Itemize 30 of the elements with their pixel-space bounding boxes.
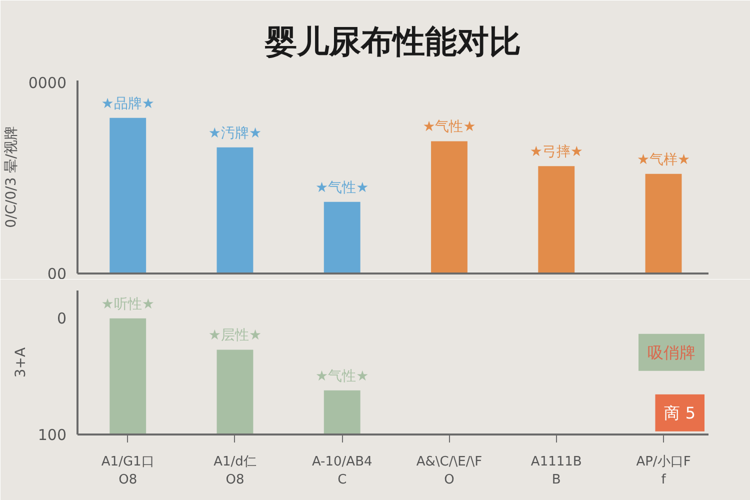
annotation: ★弓摔★ bbox=[530, 144, 583, 160]
y-axis-title: 0/C/0/3 晕/视牌 bbox=[3, 126, 20, 228]
text: 0 bbox=[56, 309, 67, 328]
x-tick-label: A1/d仁 O8 bbox=[214, 454, 256, 488]
annotation: ★汚牌★ bbox=[208, 125, 262, 142]
bar bbox=[324, 202, 360, 274]
bar bbox=[216, 147, 254, 274]
chart-title: 婴儿尿布性能对比 bbox=[264, 22, 521, 60]
annotation: ★品牌★ bbox=[101, 96, 154, 112]
x-tick-label: AP/小口F f bbox=[636, 454, 691, 488]
annotation: ★气性★ bbox=[316, 180, 369, 196]
bar bbox=[110, 118, 146, 274]
text: 100 bbox=[38, 426, 67, 444]
bar bbox=[431, 141, 468, 274]
annotation: 吸俏牌 bbox=[648, 342, 696, 362]
bar bbox=[645, 174, 682, 274]
text: 00 bbox=[47, 265, 67, 283]
annotation: ★气样★ bbox=[636, 152, 690, 168]
annotation: ★听性★ bbox=[101, 296, 154, 312]
annotation: ★层性★ bbox=[208, 328, 262, 344]
x-tick-label: A1/G1口 O8 bbox=[101, 454, 154, 488]
y-axis-title: 3+A bbox=[12, 346, 29, 378]
annotation: ★气性★ bbox=[316, 368, 369, 384]
x-tick-label: A1111B B bbox=[530, 454, 582, 488]
annotation: 啇 5 bbox=[664, 403, 696, 422]
x-tick-label: A&\C/\E/\F O bbox=[416, 454, 482, 488]
x-tick-label: A-10/AB4 C bbox=[312, 454, 372, 488]
bar bbox=[538, 166, 575, 274]
annotation: ★气性★ bbox=[422, 119, 476, 136]
text: 0000 bbox=[28, 74, 67, 92]
